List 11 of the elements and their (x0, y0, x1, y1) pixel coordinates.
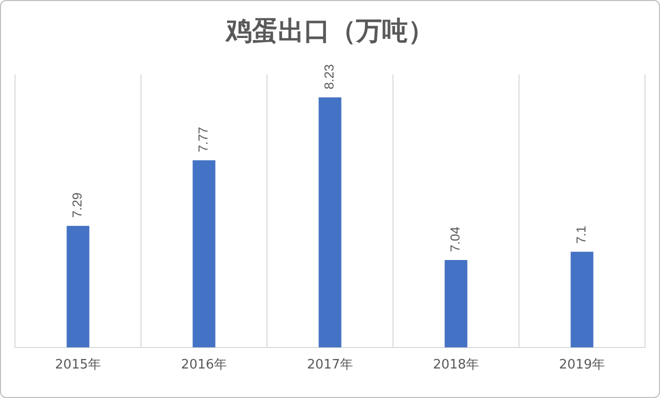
x-tick-label: 2019年 (558, 358, 606, 373)
data-label: 8.23 (322, 64, 337, 90)
chart-title: 鸡蛋出口（万吨） (225, 16, 434, 46)
data-label: 7.29 (70, 192, 85, 218)
data-label: 7.77 (196, 126, 211, 152)
data-label: 7.1 (574, 226, 589, 244)
x-tick-label: 2018年 (432, 358, 480, 373)
x-tick-label: 2016年 (180, 358, 228, 373)
x-tick-label: 2015年 (54, 358, 102, 373)
x-tick-label: 2017年 (306, 358, 354, 373)
data-label: 7.04 (448, 226, 463, 252)
